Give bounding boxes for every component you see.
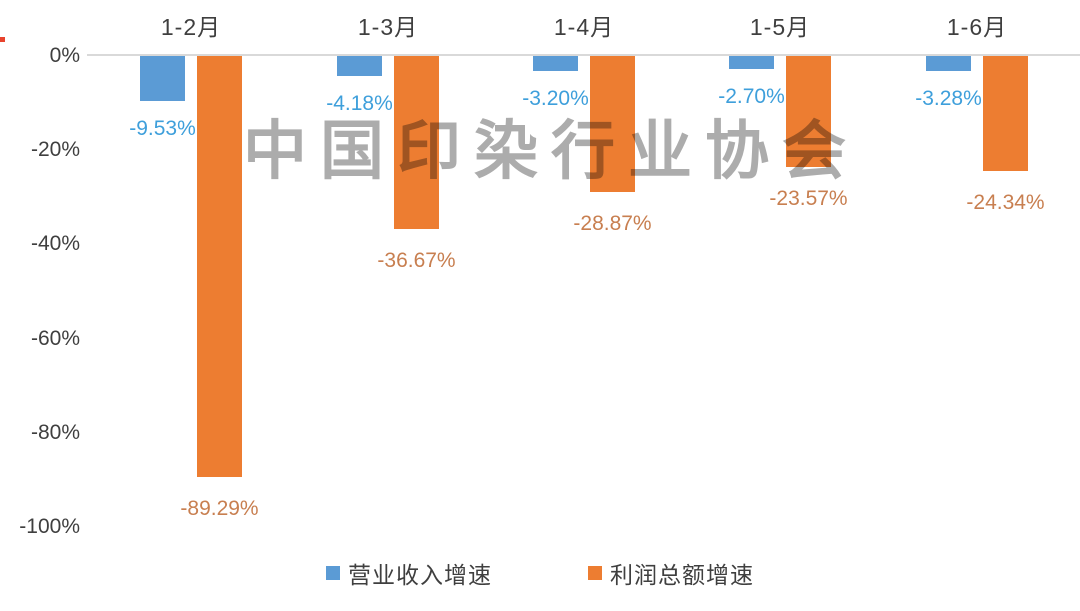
category-label: 1-4月 (553, 14, 615, 40)
bar-revenue-growth (533, 56, 578, 72)
zero-gridline (87, 54, 1080, 56)
y-axis-tick-label: 0% (49, 44, 80, 67)
bar-value-label: -2.70% (718, 84, 785, 108)
y-axis-tick-label: -20% (30, 138, 80, 162)
watermark: 中国印染行业协会 (243, 115, 859, 187)
bar-value-label: -23.57% (769, 187, 848, 210)
legend-label: 利润总额增速 (610, 562, 754, 588)
bar-value-label: -89.29% (180, 496, 259, 520)
legend: 营业收入增速 利润总额增速 (0, 556, 1080, 590)
bar-profit-growth (983, 56, 1028, 171)
category-label: 1-6月 (946, 14, 1008, 40)
legend-item-profit: 利润总额增速 (588, 556, 754, 590)
legend-swatch-revenue-icon (326, 566, 340, 580)
category-label: 1-2月 (160, 14, 222, 40)
bar-revenue-growth (337, 56, 382, 76)
bar-profit-growth (786, 56, 831, 167)
bar-revenue-growth (926, 56, 971, 72)
y-axis-tick-label: -40% (30, 232, 80, 256)
y-axis-tick-label: -60% (30, 326, 80, 350)
bar-value-label: -9.53% (129, 116, 196, 140)
bar-value-label: -24.34% (966, 190, 1045, 214)
bar-revenue-growth (729, 56, 774, 69)
bar-value-label: -4.18% (326, 91, 393, 115)
bar-value-label: -3.28% (915, 87, 982, 111)
bar-value-label: -28.87% (573, 211, 652, 235)
bar-value-label: -36.67% (377, 248, 456, 272)
bar-revenue-growth (140, 56, 185, 101)
y-axis-tick-label: -80% (30, 420, 80, 444)
red-edge-mark (0, 37, 5, 42)
bar-profit-growth (197, 56, 242, 477)
legend-item-revenue: 营业收入增速 (326, 556, 492, 590)
legend-swatch-profit-icon (588, 566, 602, 580)
bar-profit-growth (394, 56, 439, 229)
y-axis-tick-label: -100% (19, 515, 80, 538)
bar-value-label: -3.20% (522, 87, 589, 111)
category-label: 1-5月 (749, 14, 811, 40)
category-label: 1-3月 (357, 14, 419, 40)
legend-label: 营业收入增速 (348, 562, 492, 588)
bar-profit-growth (590, 56, 635, 192)
